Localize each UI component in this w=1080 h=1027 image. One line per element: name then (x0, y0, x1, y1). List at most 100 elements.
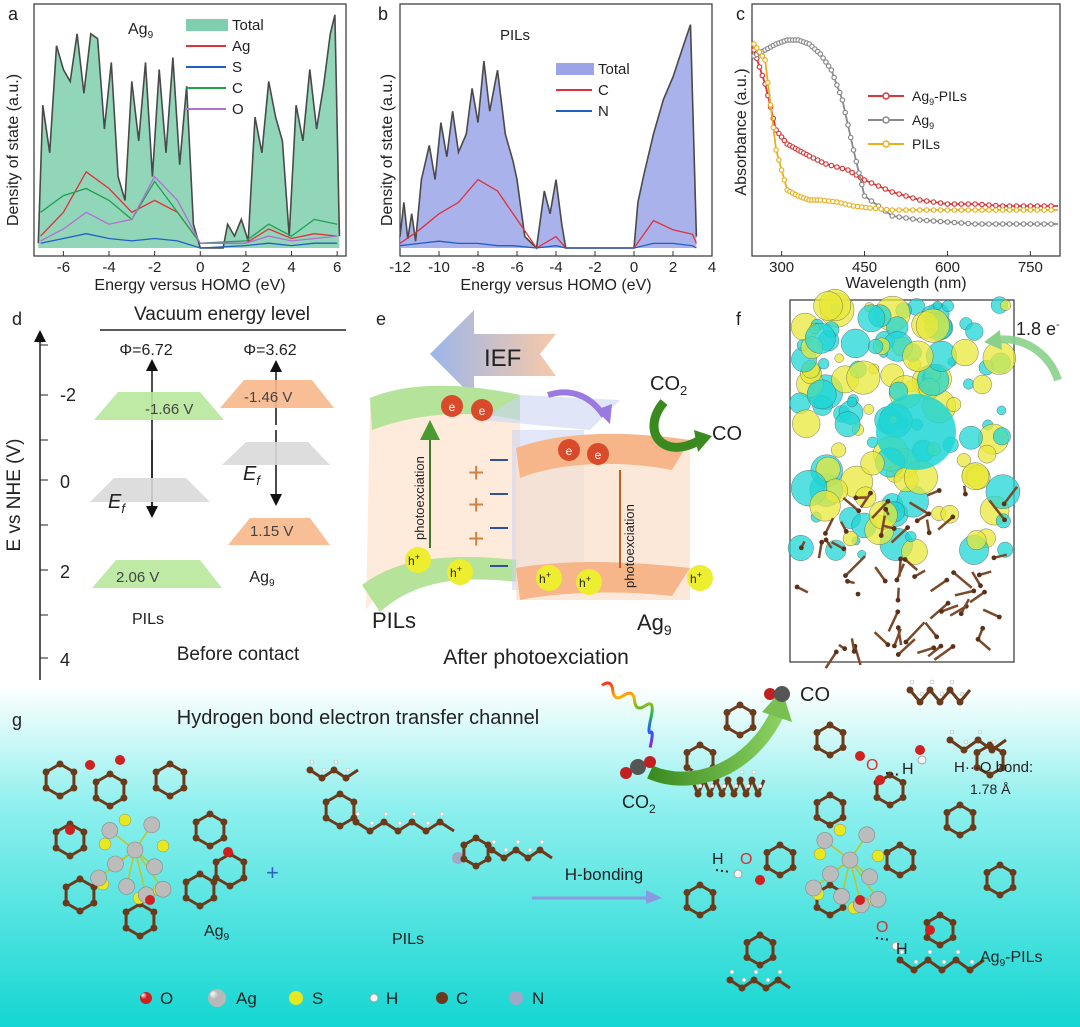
carbon-atom (210, 894, 218, 902)
pils-ef-label: Ef (108, 491, 126, 516)
carbon-atom (938, 966, 946, 974)
bond (954, 589, 975, 597)
carbon-atom (726, 976, 734, 984)
hydrogen-atom (333, 759, 339, 765)
carbon-atom (839, 744, 847, 751)
svg-text:e: e (566, 444, 573, 458)
panel-b-ylabel: Density of state (a.u.) (379, 74, 396, 226)
carbon-atom (996, 891, 1004, 899)
series-marker (910, 195, 916, 201)
hydrogen-atom (955, 949, 961, 955)
density-blob (951, 339, 979, 367)
carbon-atom (366, 827, 374, 835)
xtick-label: -10 (428, 259, 450, 276)
nitrogen-atom (452, 852, 464, 864)
atom (851, 649, 857, 654)
legend-label: N (598, 103, 609, 120)
carbon-atom (974, 736, 982, 744)
co2-to-co-arrow (647, 708, 785, 786)
series-marker (828, 67, 835, 73)
oxygen-atom (925, 925, 935, 935)
series-marker (776, 130, 782, 137)
sulfur-atom (813, 847, 827, 861)
co2-reduction-arrow (649, 399, 703, 452)
atom (980, 625, 986, 631)
density-blob (804, 322, 836, 354)
hbond-length: 1.78 Å (970, 781, 1011, 797)
carbon-atom (738, 984, 746, 992)
atom (944, 577, 950, 583)
panel-b-plot (399, 24, 698, 250)
xtick-label: -2 (148, 259, 161, 276)
hydrogen-atom (909, 679, 915, 685)
carbon-atom (736, 776, 744, 784)
legend-label: O (232, 101, 244, 118)
series-marker (965, 201, 972, 207)
hydrogen-atom (527, 847, 533, 853)
series-marker (916, 197, 923, 203)
carbon-atom (909, 849, 917, 856)
series-marker (1027, 221, 1034, 227)
panel-a-plot (37, 14, 341, 249)
pils-molecule-label: PILs (392, 931, 424, 948)
series-marker (958, 207, 965, 213)
atom (898, 556, 903, 562)
bond (859, 492, 872, 509)
carbon-atom (240, 874, 248, 882)
positive-charge: + (468, 489, 484, 520)
xtick-label: -2 (588, 259, 601, 276)
carbon-atom (62, 883, 70, 891)
atom (853, 495, 859, 501)
xtick-label: 0 (196, 259, 204, 276)
density-blob (902, 340, 934, 372)
series-marker (965, 220, 972, 227)
legend-sulfur: S (289, 989, 323, 1008)
series-marker (770, 124, 777, 131)
carbon-atom (839, 799, 847, 806)
carbon-atom (906, 686, 914, 694)
carbon-atom (899, 779, 907, 786)
hydrogen-atom (733, 869, 743, 879)
carbon-atom (983, 884, 991, 891)
bond (893, 628, 902, 647)
panel-d-title: Vacuum energy level (134, 304, 310, 325)
density-blob (993, 427, 1011, 446)
legend-nitrogen: N (509, 989, 544, 1008)
silver-atom (861, 868, 878, 886)
panel-c-ylabel: Absorbance (a.u.) (733, 68, 750, 195)
carbon-atom (394, 827, 402, 835)
legend-silver: Ag (208, 989, 257, 1008)
silver-atom (154, 880, 172, 898)
svg-text:h+: h+ (450, 564, 462, 580)
oxygen-atom (915, 745, 925, 755)
series-marker (1020, 221, 1027, 227)
bond (960, 598, 971, 615)
series-marker (972, 221, 978, 227)
density-blob (961, 462, 990, 491)
atom (1001, 501, 1007, 507)
atom (892, 643, 897, 649)
atom (914, 518, 920, 524)
bond (969, 591, 986, 604)
series-marker (773, 147, 779, 153)
density-blob (792, 409, 821, 438)
pils-side-label: PILs (372, 608, 416, 633)
legend-label: Ag (232, 38, 250, 55)
electron: e (471, 399, 493, 421)
series-marker (930, 207, 937, 213)
series-marker (999, 207, 1006, 213)
carbon-atom (883, 864, 891, 871)
density-blob (966, 530, 987, 550)
carbon-atom (789, 864, 797, 871)
after-photoexc-caption: After photoexciation (443, 646, 629, 669)
series-marker (853, 158, 860, 165)
hydrogen-atom (411, 811, 417, 817)
series-marker (896, 207, 902, 213)
series-marker (889, 213, 896, 219)
carbon-atom (743, 939, 751, 946)
carbon-atom (706, 790, 714, 798)
atom (991, 555, 997, 561)
silver-atom (858, 826, 876, 844)
carbon-atom (813, 814, 821, 821)
series-marker (842, 109, 849, 116)
